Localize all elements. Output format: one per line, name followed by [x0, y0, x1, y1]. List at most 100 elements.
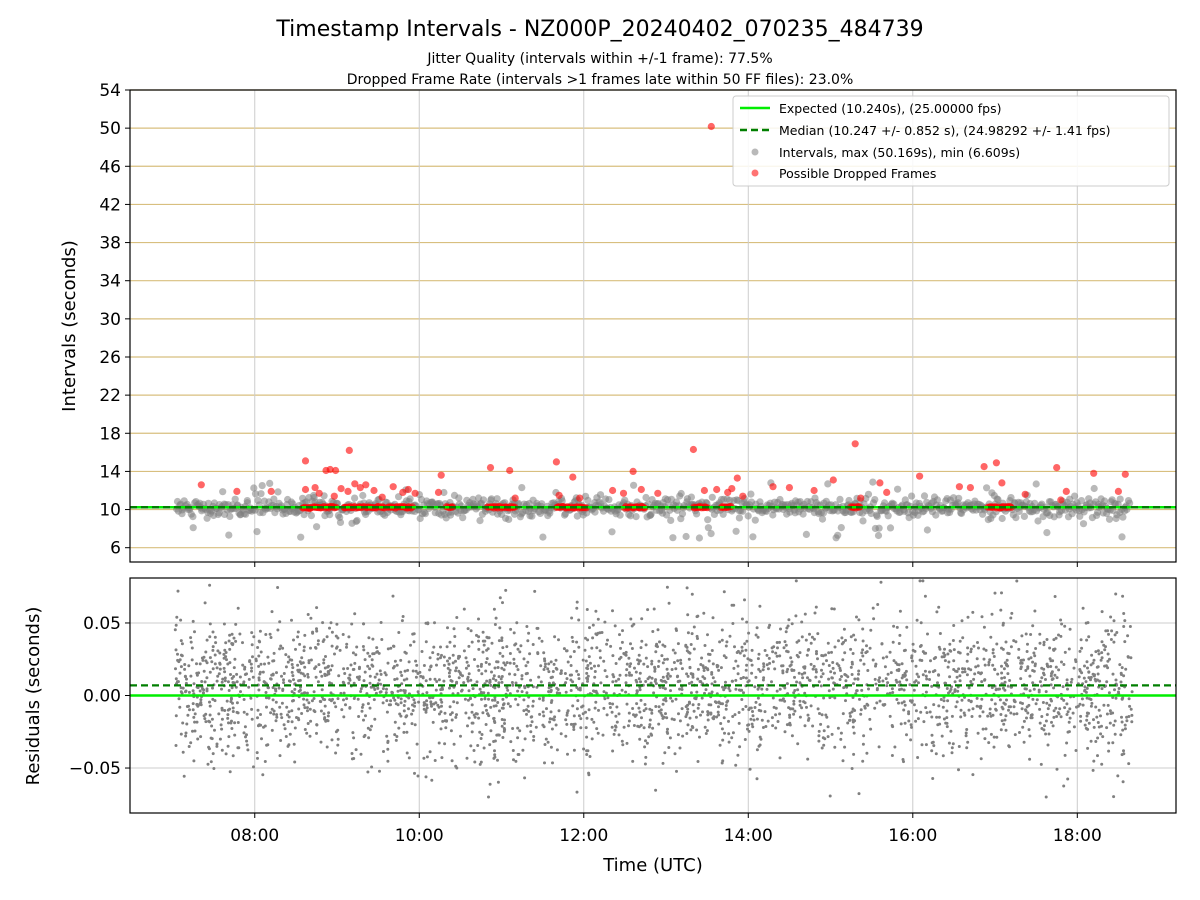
- residual-point: [401, 615, 405, 618]
- residual-point: [648, 707, 652, 711]
- residual-point: [569, 655, 573, 659]
- residual-point: [466, 698, 470, 702]
- residual-point: [718, 743, 722, 747]
- residual-point: [187, 690, 191, 694]
- residual-point: [367, 736, 371, 740]
- residual-point: [1046, 707, 1050, 711]
- residual-point: [737, 721, 741, 725]
- residual-point: [586, 674, 590, 678]
- residual-point: [262, 680, 266, 684]
- residual-point: [440, 756, 444, 760]
- residual-point: [657, 659, 661, 663]
- residual-point: [330, 644, 334, 648]
- residual-point: [865, 702, 869, 706]
- residual-point: [1083, 723, 1087, 727]
- residual-point: [921, 673, 925, 677]
- dropped-frame-point: [370, 486, 378, 495]
- residual-point: [838, 666, 842, 670]
- residual-point: [379, 621, 383, 624]
- residual-point: [649, 732, 653, 736]
- residual-point: [298, 642, 302, 646]
- residual-point: [1031, 660, 1035, 664]
- residual-point: [370, 765, 374, 769]
- residual-point: [931, 740, 935, 744]
- residual-point: [898, 633, 902, 637]
- residual-point: [547, 670, 551, 674]
- residual-point: [476, 744, 480, 747]
- residual-point: [220, 687, 223, 691]
- residual-point: [467, 644, 471, 648]
- dropped-frame-point: [1062, 487, 1070, 495]
- residual-point: [407, 660, 411, 664]
- residual-point: [215, 666, 219, 670]
- residual-point: [996, 672, 1000, 676]
- residual-point: [1028, 757, 1032, 761]
- residual-point: [868, 646, 872, 650]
- residual-point: [498, 596, 502, 600]
- residual-point: [951, 639, 955, 642]
- residual-point: [588, 755, 592, 758]
- residual-point: [210, 660, 214, 664]
- residual-point: [954, 705, 958, 709]
- residual-point: [814, 675, 818, 679]
- residual-point: [1120, 720, 1124, 724]
- residual-point: [513, 673, 517, 677]
- residual-point: [413, 771, 416, 775]
- residual-point: [994, 688, 998, 692]
- residual-point: [222, 652, 226, 656]
- residual-point: [1038, 632, 1042, 636]
- residual-point: [631, 759, 635, 763]
- residual-point: [778, 687, 782, 691]
- residual-point: [1083, 685, 1087, 689]
- residual-point: [919, 621, 923, 625]
- residual-point: [891, 640, 895, 644]
- residual-point: [305, 691, 309, 695]
- residual-point: [369, 685, 373, 689]
- residual-point: [750, 648, 754, 652]
- residual-point: [210, 724, 214, 728]
- residual-point: [230, 727, 234, 730]
- residual-point: [325, 673, 329, 677]
- residual-point: [179, 690, 183, 694]
- residual-point: [233, 733, 237, 737]
- residual-point: [312, 697, 316, 700]
- residual-point: [1127, 762, 1131, 766]
- residual-point: [201, 691, 205, 695]
- residual-point: [279, 739, 283, 742]
- residual-point: [514, 759, 518, 763]
- residual-point: [530, 720, 534, 724]
- residual-point: [424, 679, 428, 683]
- residual-point: [843, 673, 847, 676]
- residual-point: [323, 717, 326, 721]
- residual-point: [956, 689, 960, 693]
- residual-point: [1006, 664, 1010, 668]
- residual-point: [976, 664, 980, 668]
- dropped-frame-point: [330, 492, 338, 500]
- residual-point: [771, 660, 775, 664]
- residual-point: [559, 672, 563, 675]
- residual-point: [181, 750, 185, 754]
- residual-point: [409, 643, 412, 647]
- residual-point: [812, 664, 816, 668]
- interval-point: [539, 533, 547, 541]
- residual-point: [1120, 697, 1124, 701]
- residual-point: [978, 714, 982, 718]
- residual-point: [1084, 680, 1088, 684]
- interval-point: [744, 512, 752, 520]
- residual-point: [1086, 666, 1089, 670]
- residual-point: [1000, 719, 1004, 723]
- residual-point: [259, 662, 263, 666]
- residual-point: [924, 674, 928, 678]
- residual-point: [907, 710, 911, 714]
- residual-point: [707, 659, 711, 663]
- residual-point: [1042, 643, 1046, 647]
- residual-point: [653, 669, 657, 673]
- residual-point: [272, 712, 276, 716]
- dropped-frame-point: [1021, 490, 1029, 498]
- residual-point: [220, 706, 224, 710]
- residual-point: [375, 646, 379, 650]
- residual-point: [250, 631, 254, 635]
- residual-point: [948, 675, 952, 679]
- residual-point: [414, 659, 418, 663]
- residual-point: [684, 705, 688, 709]
